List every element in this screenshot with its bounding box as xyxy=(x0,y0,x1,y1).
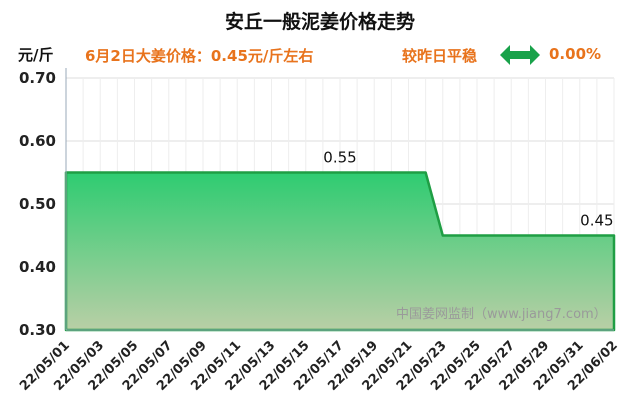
data-label: 0.55 xyxy=(323,149,356,167)
compare-value: 0.00% xyxy=(549,45,602,63)
watermark: 中国姜网监制（www.jiang7.com） xyxy=(396,307,607,322)
y-tick-label: 0.60 xyxy=(19,132,56,150)
price-note: 6月2日大姜价格：0.45元/斤左右 xyxy=(85,47,314,65)
y-tick-label: 0.40 xyxy=(19,258,56,276)
data-label: 0.45 xyxy=(580,212,613,230)
double-arrow-icon xyxy=(500,45,540,65)
compare-label: 较昨日平稳 xyxy=(402,47,478,65)
price-series-area xyxy=(64,171,616,332)
chart-title: 安丘一般泥姜价格走势 xyxy=(224,11,415,33)
y-tick-label: 0.70 xyxy=(19,69,56,87)
y-tick-label: 0.50 xyxy=(19,195,56,213)
y-axis-unit: 元/斤 xyxy=(18,46,54,64)
y-tick-label: 0.30 xyxy=(19,321,56,339)
